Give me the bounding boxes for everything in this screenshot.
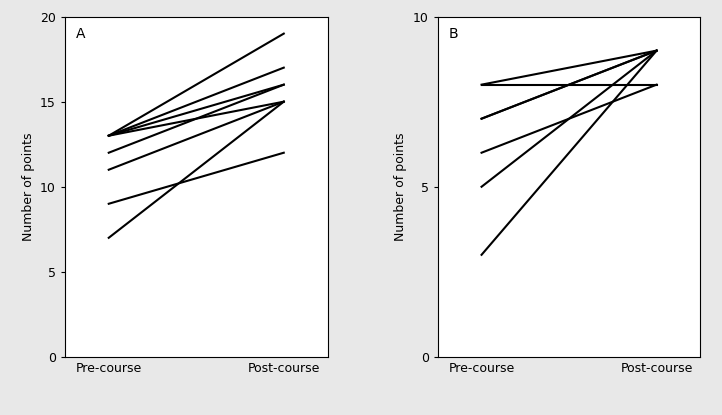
Y-axis label: Number of points: Number of points: [394, 132, 407, 241]
Y-axis label: Number of points: Number of points: [22, 132, 35, 241]
Text: B: B: [448, 27, 458, 41]
Text: A: A: [76, 27, 85, 41]
